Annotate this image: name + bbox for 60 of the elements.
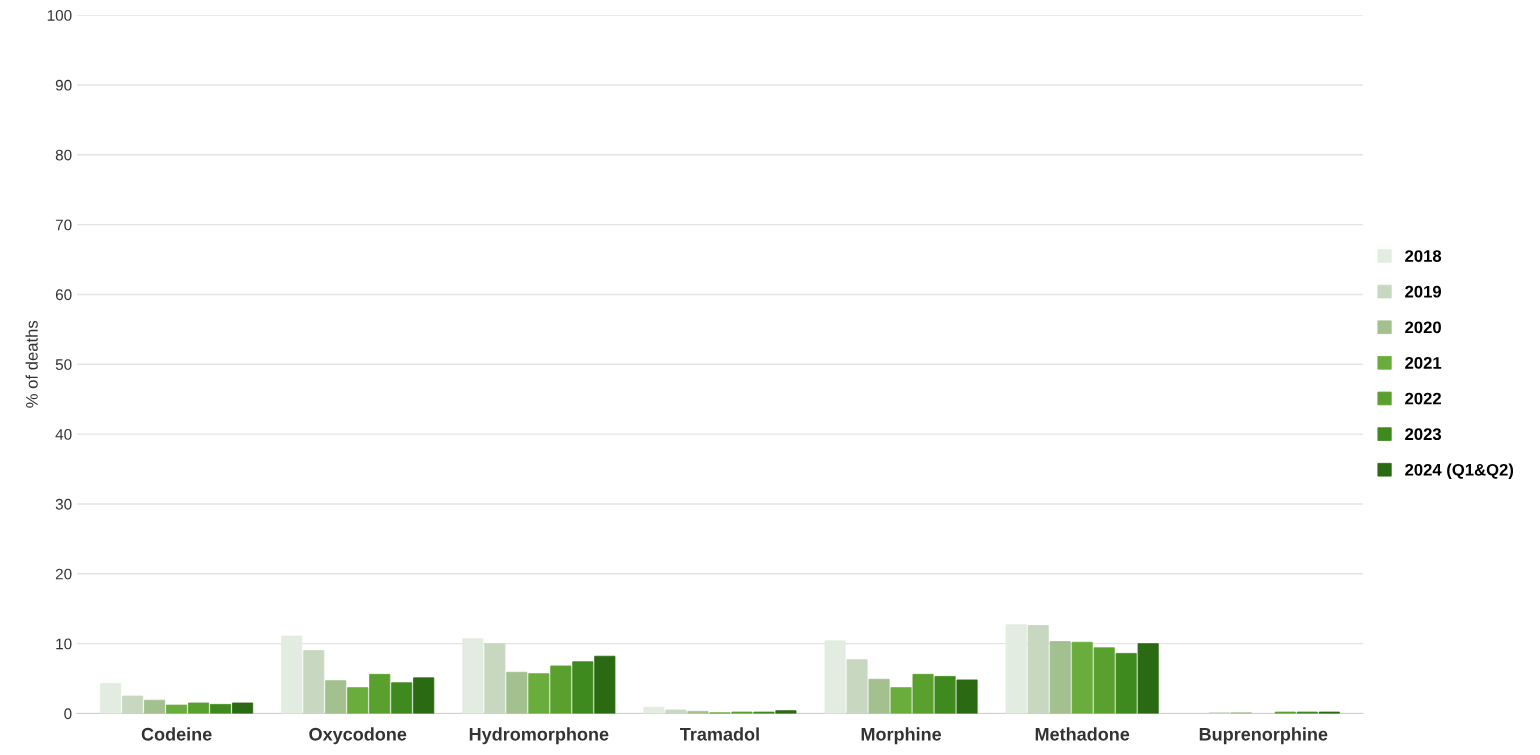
y-tick-label: 10 — [56, 638, 72, 650]
bar — [890, 687, 912, 714]
bar — [934, 676, 956, 714]
y-tick-label: 80 — [55, 149, 72, 161]
y-tick-label: 90 — [55, 79, 72, 91]
x-tick-label: Morphine — [861, 727, 942, 745]
bar — [594, 655, 616, 714]
bar — [643, 706, 665, 714]
bar — [232, 702, 254, 714]
y-tick-label: 0 — [64, 708, 72, 720]
y-tick-label: 100 — [47, 9, 72, 21]
y-axis-title: % of deaths — [25, 320, 38, 408]
bar — [572, 661, 594, 714]
bar — [122, 695, 144, 714]
bar — [484, 643, 506, 714]
y-tick-label: 20 — [55, 568, 72, 580]
legend-label: 2020 — [1405, 321, 1441, 334]
x-tick-label: Hydromorphone — [469, 727, 609, 745]
bar — [1071, 641, 1093, 714]
bar — [166, 704, 188, 714]
bar — [369, 673, 391, 714]
x-tick-label: Tramadol — [680, 727, 759, 741]
y-tick-label: 60 — [55, 289, 72, 301]
bar — [665, 709, 687, 714]
legend-label: 2019 — [1405, 285, 1442, 298]
bar — [391, 682, 413, 714]
bar — [1137, 643, 1159, 714]
bar — [210, 703, 232, 714]
bar — [413, 677, 435, 714]
x-tick-label: Oxycodone — [309, 727, 407, 745]
x-tick-label: Methadone — [1035, 727, 1130, 741]
bar — [347, 687, 369, 714]
bar — [846, 659, 868, 714]
bar — [1027, 625, 1049, 714]
legend-label: 2023 — [1405, 428, 1442, 441]
legend-label: 2022 — [1405, 392, 1441, 405]
legend-label: 2024 (Q1&Q2) — [1405, 463, 1514, 479]
bar — [144, 699, 166, 714]
bar — [1049, 641, 1071, 714]
y-tick-label: 30 — [55, 498, 72, 510]
bar — [868, 678, 890, 714]
legend-label: 2018 — [1405, 250, 1442, 262]
bar — [303, 650, 325, 714]
bar — [100, 683, 122, 714]
bar — [528, 673, 550, 714]
legend-label: 2021 — [1405, 357, 1442, 369]
y-tick-label: 70 — [55, 219, 72, 231]
bar — [775, 710, 797, 714]
bar — [956, 679, 978, 714]
bar — [1093, 647, 1115, 714]
bar — [912, 673, 934, 714]
y-tick-label: 50 — [55, 359, 72, 370]
x-tick-label: Buprenorphine — [1199, 727, 1328, 745]
bar — [506, 671, 528, 714]
bar — [550, 665, 572, 714]
bar — [1115, 652, 1137, 714]
bar — [325, 680, 347, 714]
x-tick-label: Codeine — [141, 727, 212, 741]
bar — [188, 702, 210, 714]
y-tick-label: 40 — [55, 428, 72, 440]
